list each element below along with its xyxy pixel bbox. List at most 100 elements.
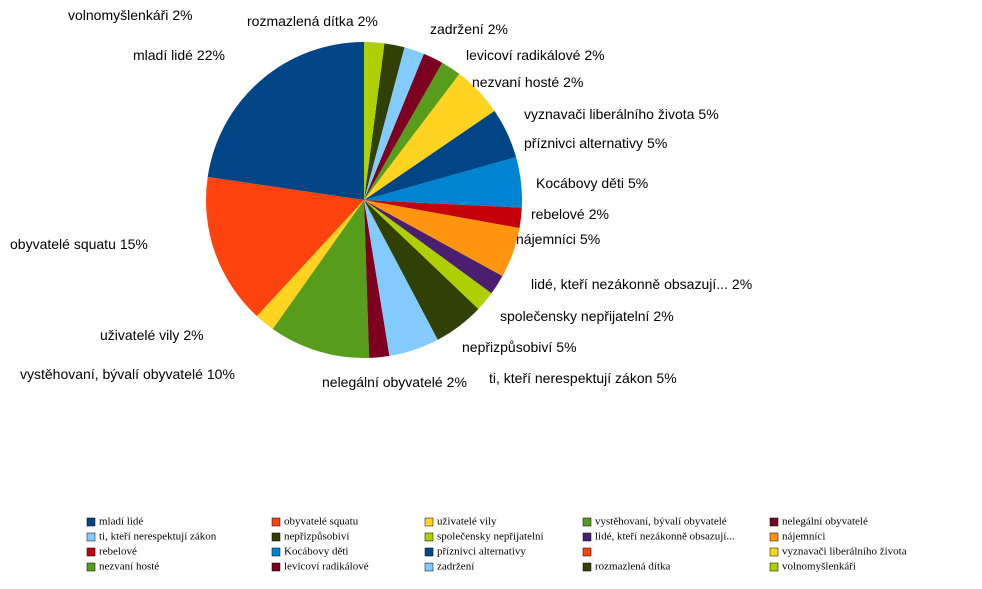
label-value: 2% — [653, 308, 673, 324]
legend-swatch — [271, 562, 281, 572]
data-label: ti, kteří nerespektují zákon 5% — [489, 370, 677, 386]
pie-slice — [364, 200, 479, 340]
label-value: 2% — [563, 74, 583, 90]
label-value: 15% — [120, 236, 148, 252]
label-value: 2% — [172, 7, 192, 23]
legend-swatch — [86, 562, 96, 572]
legend-label: obyvatelé squatu — [284, 516, 359, 528]
legend-label: zadržení — [437, 561, 474, 573]
legend-label: ti, kteří nerespektují zákon — [99, 531, 217, 543]
label-category: rebelové — [531, 206, 585, 222]
label-category: nájemníci — [516, 231, 576, 247]
legend-label: Kocábovy děti — [284, 546, 348, 558]
label-value: 2% — [358, 13, 378, 29]
data-label: mladí lidé 22% — [133, 47, 225, 63]
legend-swatch — [582, 517, 592, 527]
pie-slice — [364, 53, 443, 200]
data-label: příznivci alternativy 5% — [524, 135, 667, 151]
pie-slice — [207, 42, 364, 200]
data-label: rozmazlená dítka 2% — [247, 13, 378, 29]
label-category: společensky nepřijatelní — [500, 308, 650, 324]
pie-slice — [364, 62, 460, 200]
data-label: nájemníci 5% — [516, 231, 600, 247]
legend-swatch — [424, 517, 434, 527]
legend-label: vystěhovaní, bývalí obyvatelé — [595, 516, 727, 528]
label-category: nepřizpůsobiví — [462, 339, 552, 355]
legend-label: lidé, kteří nezákonně obsazují... — [595, 531, 735, 543]
pie-slice — [364, 42, 385, 200]
legend-swatch — [86, 547, 96, 557]
pie-slice — [364, 74, 495, 200]
legend-label: volnomyšlenkáři — [782, 561, 856, 573]
pie-slice — [272, 200, 370, 358]
data-label: lidé, kteří nezákonně obsazují... 2% — [531, 276, 752, 292]
legend-swatch — [271, 532, 281, 542]
label-value: 10% — [207, 366, 235, 382]
legend-swatch — [769, 562, 779, 572]
pie-slice — [364, 200, 390, 358]
data-label: vystěhovaní, bývalí obyvatelé 10% — [20, 366, 235, 382]
pie-slice — [364, 157, 522, 208]
label-category: zadržení — [430, 21, 484, 37]
label-value: 2% — [584, 47, 604, 63]
legend-swatch — [271, 517, 281, 527]
data-label: nezvaní hosté 2% — [472, 74, 583, 90]
legend-swatch — [86, 517, 96, 527]
label-category: obyvatelé squatu — [10, 236, 116, 252]
legend-label: příznivci alternativy — [437, 546, 526, 558]
label-value: 2% — [183, 327, 203, 343]
pie-slice — [364, 43, 405, 201]
pie-slice — [364, 200, 492, 309]
legend-swatch — [769, 532, 779, 542]
pie-slice — [364, 200, 520, 277]
label-value: 5% — [656, 370, 676, 386]
legend-label: uživatelé vily — [437, 516, 497, 528]
label-category: vystěhovaní, bývalí obyvatelé — [20, 366, 203, 382]
label-category: rozmazlená dítka — [247, 13, 354, 29]
legend-label: vyznavači liberálního života — [782, 546, 907, 558]
pie-slice — [364, 47, 424, 200]
data-label: levicoví radikálové 2% — [466, 47, 605, 63]
legend-swatch — [271, 547, 281, 557]
label-value: 5% — [580, 231, 600, 247]
legend-label: nelegální obyvatelé — [782, 516, 868, 528]
legend-swatch — [769, 517, 779, 527]
label-category: uživatelé vily — [100, 327, 179, 343]
label-value: 2% — [488, 21, 508, 37]
data-label: uživatelé vily 2% — [100, 327, 204, 343]
label-category: vyznavači liberálního života — [524, 106, 695, 122]
label-category: volnomyšlenkáři — [68, 7, 168, 23]
data-label: nelegální obyvatelé 2% — [322, 374, 467, 390]
label-value: 5% — [647, 135, 667, 151]
label-value: 2% — [447, 374, 467, 390]
legend-label: nájemníci — [782, 531, 825, 543]
label-value: 22% — [197, 47, 225, 63]
legend-label: nezvaní hosté — [99, 561, 159, 573]
pie-slice — [364, 200, 503, 294]
pie-slice — [256, 200, 364, 330]
legend-swatch — [582, 562, 592, 572]
label-category: lidé, kteří nezákonně obsazují... — [531, 276, 728, 292]
data-label: Kocábovy děti 5% — [536, 175, 648, 191]
label-category: nezvaní hosté — [472, 74, 559, 90]
data-label: nepřizpůsobiví 5% — [462, 339, 577, 355]
label-category: příznivci alternativy — [524, 135, 643, 151]
data-label: společensky nepřijatelní 2% — [500, 308, 674, 324]
legend-swatch — [582, 532, 592, 542]
legend-label: rozmazlená dítka — [595, 561, 671, 573]
label-category: nelegální obyvatelé — [322, 374, 443, 390]
legend-label: mladí lidé — [99, 516, 143, 528]
label-category: levicoví radikálové — [466, 47, 581, 63]
legend-swatch — [424, 562, 434, 572]
label-value: 5% — [556, 339, 576, 355]
label-category: mladí lidé — [133, 47, 193, 63]
legend-swatch — [582, 547, 592, 557]
legend-swatch — [424, 532, 434, 542]
data-label: obyvatelé squatu 15% — [10, 236, 148, 252]
data-label: volnomyšlenkáři 2% — [68, 7, 193, 23]
data-label: vyznavači liberálního života 5% — [524, 106, 719, 122]
pie-slice — [206, 177, 364, 317]
data-label: zadržení 2% — [430, 21, 508, 37]
label-category: ti, kteří nerespektují zákon — [489, 370, 652, 386]
